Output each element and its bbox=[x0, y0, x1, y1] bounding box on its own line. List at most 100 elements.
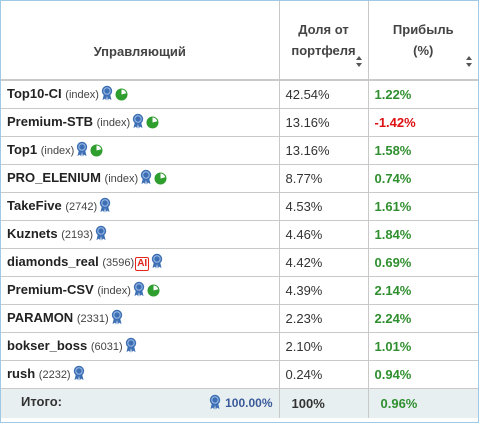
medal-icon bbox=[133, 113, 144, 128]
medal-icon[interactable] bbox=[139, 169, 153, 188]
pie-chart-icon[interactable] bbox=[154, 172, 167, 188]
pie-chart-icon bbox=[115, 88, 128, 101]
sort-icon[interactable] bbox=[355, 56, 363, 67]
medal-icon[interactable] bbox=[150, 253, 164, 272]
manager-name-link[interactable]: rush bbox=[7, 365, 36, 381]
table-body: Top10-CI (index) 42.54% 1.22% Premium-STB (… bbox=[1, 79, 478, 418]
sort-icon[interactable] bbox=[466, 56, 473, 67]
manager-name-link[interactable]: Premium-CSV bbox=[7, 281, 94, 297]
manager-name-link[interactable]: PARAMON bbox=[7, 309, 74, 325]
manager-name-link[interactable]: TakeFive bbox=[7, 197, 62, 213]
medal-icon[interactable] bbox=[98, 197, 112, 216]
table-row[interactable]: PRO_ELENIUM (index) 8.77% 0.74% bbox=[1, 163, 478, 193]
medal-icon bbox=[208, 394, 222, 413]
medal-icon bbox=[140, 169, 152, 184]
manager-tag: (2742) bbox=[65, 200, 98, 213]
total-label-cell: Итого: 100.00% bbox=[1, 387, 280, 418]
manager-name-link[interactable]: Top1 bbox=[7, 141, 38, 157]
pie-chart-icon bbox=[147, 284, 160, 296]
total-share: 100% bbox=[278, 387, 369, 418]
share-cell: 8.77% bbox=[278, 163, 369, 193]
table-row[interactable]: rush (2232) 0.24% 0.94% bbox=[1, 359, 478, 389]
share-cell: 13.16% bbox=[278, 107, 369, 137]
medal-icon[interactable] bbox=[100, 85, 114, 104]
manager-name-link[interactable]: Premium-STB bbox=[7, 113, 93, 129]
table-row[interactable]: Premium-CSV (index) 4.39% 2.14% bbox=[1, 275, 478, 305]
manager-cell: Premium-CSV (index) bbox=[1, 275, 280, 305]
table-row[interactable]: Top10-CI (index) 42.54% 1.22% bbox=[1, 79, 478, 109]
medal-icon[interactable] bbox=[132, 281, 146, 300]
profit-cell: -1.42% bbox=[367, 107, 478, 137]
share-cell: 4.42% bbox=[278, 247, 369, 277]
column-header-share-line1: Доля от bbox=[298, 22, 349, 37]
manager-name-link[interactable]: Kuznets bbox=[7, 225, 58, 241]
medal-icon bbox=[95, 225, 107, 240]
medal-icon bbox=[133, 281, 145, 296]
medal-icon bbox=[73, 365, 84, 380]
column-header-manager[interactable]: Управляющий bbox=[1, 1, 280, 81]
share-cell: 42.54% bbox=[278, 79, 369, 109]
table-row[interactable]: Premium-STB (index) 13.16% -1.42% bbox=[1, 107, 478, 137]
share-cell: 4.53% bbox=[278, 191, 369, 221]
medal-icon bbox=[209, 394, 220, 410]
column-header-share[interactable]: Доля от портфеля bbox=[278, 1, 369, 81]
pie-chart-icon bbox=[154, 172, 167, 184]
share-cell: 2.10% bbox=[278, 331, 369, 361]
share-cell: 4.46% bbox=[278, 219, 369, 249]
share-cell: 13.16% bbox=[278, 135, 369, 165]
ai-badge: AI bbox=[135, 256, 150, 271]
total-badge-value: 100.00% bbox=[225, 395, 273, 410]
manager-tag: (6031) bbox=[90, 340, 123, 353]
table-row[interactable]: TakeFive (2742) 4.53% 1.61% bbox=[1, 191, 478, 221]
manager-cell: Top10-CI (index) bbox=[1, 79, 280, 109]
manager-name-link[interactable]: PRO_ELENIUM bbox=[7, 169, 101, 185]
pie-chart-icon[interactable] bbox=[115, 88, 128, 104]
table-row[interactable]: PARAMON (2331) 2.23% 2.24% bbox=[1, 303, 478, 333]
manager-cell: rush (2232) bbox=[1, 359, 280, 389]
manager-cell: Kuznets (2193) bbox=[1, 219, 280, 249]
medal-icon[interactable] bbox=[94, 225, 108, 244]
medal-icon[interactable] bbox=[131, 113, 145, 132]
medal-icon[interactable] bbox=[124, 337, 138, 356]
manager-cell: Premium-STB (index) bbox=[1, 107, 280, 137]
medal-icon bbox=[111, 309, 122, 324]
table-row[interactable]: bokser_boss (6031) 2.10% 1.01% bbox=[1, 331, 478, 361]
share-cell: 2.23% bbox=[278, 303, 369, 333]
medal-icon bbox=[77, 141, 88, 156]
manager-tag: (index) bbox=[104, 172, 139, 185]
pie-chart-icon[interactable] bbox=[90, 144, 103, 160]
share-cell: 0.24% bbox=[278, 359, 369, 389]
pie-chart-icon bbox=[146, 116, 159, 128]
medal-icon[interactable] bbox=[110, 309, 124, 328]
profit-cell: 1.01% bbox=[367, 331, 478, 361]
manager-tag: (2331) bbox=[76, 312, 109, 325]
table-row[interactable]: Kuznets (2193) 4.46% 1.84% bbox=[1, 219, 478, 249]
manager-tag: (3596) bbox=[102, 256, 135, 269]
column-header-profit[interactable]: Прибыль (%) bbox=[367, 1, 478, 81]
manager-name-link[interactable]: bokser_boss bbox=[7, 337, 88, 353]
pie-chart-icon[interactable] bbox=[146, 116, 159, 132]
medal-icon[interactable] bbox=[75, 141, 89, 160]
profit-cell: 1.61% bbox=[367, 191, 478, 221]
pie-chart-icon[interactable] bbox=[147, 284, 160, 300]
total-label: Итого: bbox=[21, 393, 62, 409]
total-profit: 0.96% bbox=[367, 387, 478, 418]
manager-tag: (2193) bbox=[61, 228, 93, 241]
manager-cell: PARAMON (2331) bbox=[1, 303, 280, 333]
table-row[interactable]: Top1 (index) 13.16% 1.58% bbox=[1, 135, 478, 165]
manager-tag: (index) bbox=[65, 88, 99, 101]
profit-cell: 1.58% bbox=[367, 135, 478, 165]
column-header-manager-label: Управляющий bbox=[93, 43, 186, 59]
manager-name-link[interactable]: diamonds_real bbox=[7, 253, 99, 269]
profit-cell: 0.69% bbox=[367, 247, 478, 277]
manager-cell: bokser_boss (6031) bbox=[1, 331, 280, 361]
medal-icon[interactable] bbox=[72, 365, 86, 384]
manager-name-link[interactable]: Top10-CI bbox=[7, 85, 62, 101]
medal-icon bbox=[101, 85, 113, 101]
manager-cell: Top1 (index) bbox=[1, 135, 280, 165]
table-row[interactable]: diamonds_real (3596) AI 4.42% 0.69% bbox=[1, 247, 478, 277]
column-header-profit-line1: Прибыль bbox=[392, 22, 454, 37]
column-header-profit-line2: (%) bbox=[413, 43, 434, 58]
